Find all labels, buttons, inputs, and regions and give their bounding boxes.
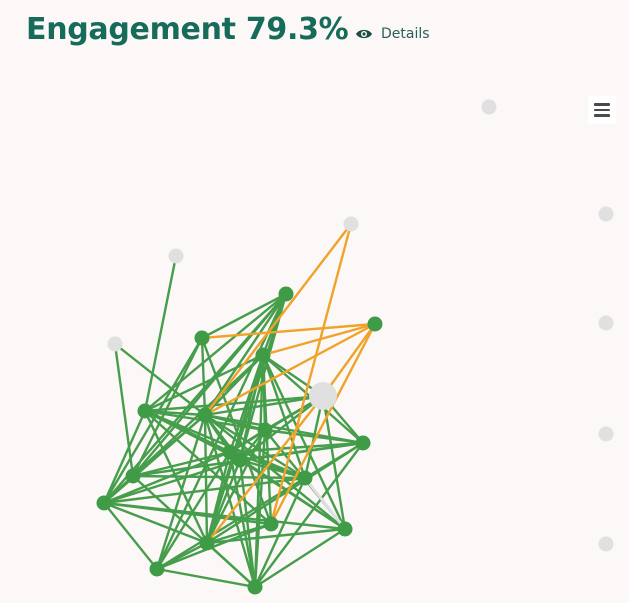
graph-node-inactive[interactable] [481, 99, 497, 115]
graph-edge [205, 394, 325, 545]
graph-edge [205, 450, 232, 545]
graph-node-active[interactable] [255, 347, 271, 363]
graph-node-active[interactable] [337, 521, 353, 537]
graph-edge [155, 567, 257, 589]
graph-edge [203, 413, 347, 531]
hamburger-menu-button[interactable] [588, 96, 616, 124]
graph-edge [155, 292, 288, 571]
graph-node-active[interactable] [96, 495, 112, 511]
graph-edge [203, 322, 377, 417]
graph-edge [102, 336, 204, 505]
graph-edge [102, 501, 273, 526]
graph-node-active[interactable] [194, 330, 210, 346]
graph-node-active[interactable] [257, 422, 273, 438]
graph-edges [102, 222, 377, 589]
graph-edge [261, 353, 307, 480]
details-button[interactable]: Details [355, 26, 430, 42]
graph-edge [303, 476, 347, 531]
hamburger-menu-icon [594, 103, 610, 106]
graph-edge [261, 353, 347, 531]
graph-node-active[interactable] [367, 316, 383, 332]
graph-edge [102, 409, 147, 505]
graph-edge [200, 336, 207, 417]
graph-edge [113, 342, 207, 417]
graph-edge [238, 458, 257, 589]
graph-edge [253, 441, 365, 589]
graph-edge [263, 428, 365, 445]
graph-edge [143, 394, 325, 413]
graph-node-active[interactable] [222, 444, 238, 460]
graph-edge [303, 441, 365, 480]
graph-edge [155, 450, 232, 571]
graph-edge [203, 413, 307, 480]
graph-edge [269, 222, 353, 526]
graph-edge [143, 409, 232, 454]
graph-node-active[interactable] [278, 286, 294, 302]
graph-edge [102, 450, 232, 505]
graph-edge [143, 254, 178, 413]
graph-node-inactive[interactable] [598, 426, 614, 442]
graph-edge [200, 336, 273, 526]
graph-node-active[interactable] [247, 579, 263, 595]
graph-node-active[interactable] [297, 470, 313, 486]
graph-node-inactive[interactable] [309, 382, 337, 410]
graph-node-inactive[interactable] [598, 536, 614, 552]
graph-node-active[interactable] [199, 535, 215, 551]
graph-edge [261, 353, 267, 432]
graph-edge [269, 322, 377, 526]
page-title: Engagement 79.3% [26, 12, 349, 47]
eye-icon [355, 28, 373, 40]
graph-edge [143, 409, 273, 526]
graph-node-inactive[interactable] [343, 216, 359, 232]
graph-node-inactive[interactable] [168, 248, 184, 264]
graph-nodes [96, 99, 614, 595]
graph-edge [200, 292, 288, 340]
graph-node-active[interactable] [137, 403, 153, 419]
graph-edge [253, 428, 267, 589]
graph-edge [102, 501, 159, 571]
graph-edge [102, 458, 242, 505]
graph-node-active[interactable] [355, 435, 371, 451]
graph-node-inactive[interactable] [107, 336, 123, 352]
details-label: Details [381, 26, 430, 42]
graph-node-active[interactable] [149, 561, 165, 577]
graph-edge [200, 322, 377, 340]
graph-edge [203, 222, 353, 417]
graph-edge [102, 501, 209, 545]
graph-node-active[interactable] [263, 516, 279, 532]
graph-edge [155, 413, 207, 571]
graph-edge [113, 342, 135, 478]
graph-node-active[interactable] [197, 407, 213, 423]
graph-edge [143, 409, 307, 480]
graph-edge [228, 441, 365, 454]
graph-edge [253, 527, 347, 589]
graph-node-active[interactable] [232, 452, 248, 468]
graph-edge [102, 476, 307, 505]
graph-edge [155, 522, 273, 571]
graph-node-active[interactable] [125, 468, 141, 484]
graph-node-inactive[interactable] [598, 315, 614, 331]
graph-edge [143, 292, 288, 413]
graph-node-inactive[interactable] [598, 206, 614, 222]
graph-edge [131, 336, 204, 478]
graph-edge [205, 541, 257, 589]
graph-edge [203, 413, 209, 545]
graph-edge [131, 450, 232, 478]
graph-edge [321, 322, 377, 398]
graph-edge [102, 292, 288, 505]
